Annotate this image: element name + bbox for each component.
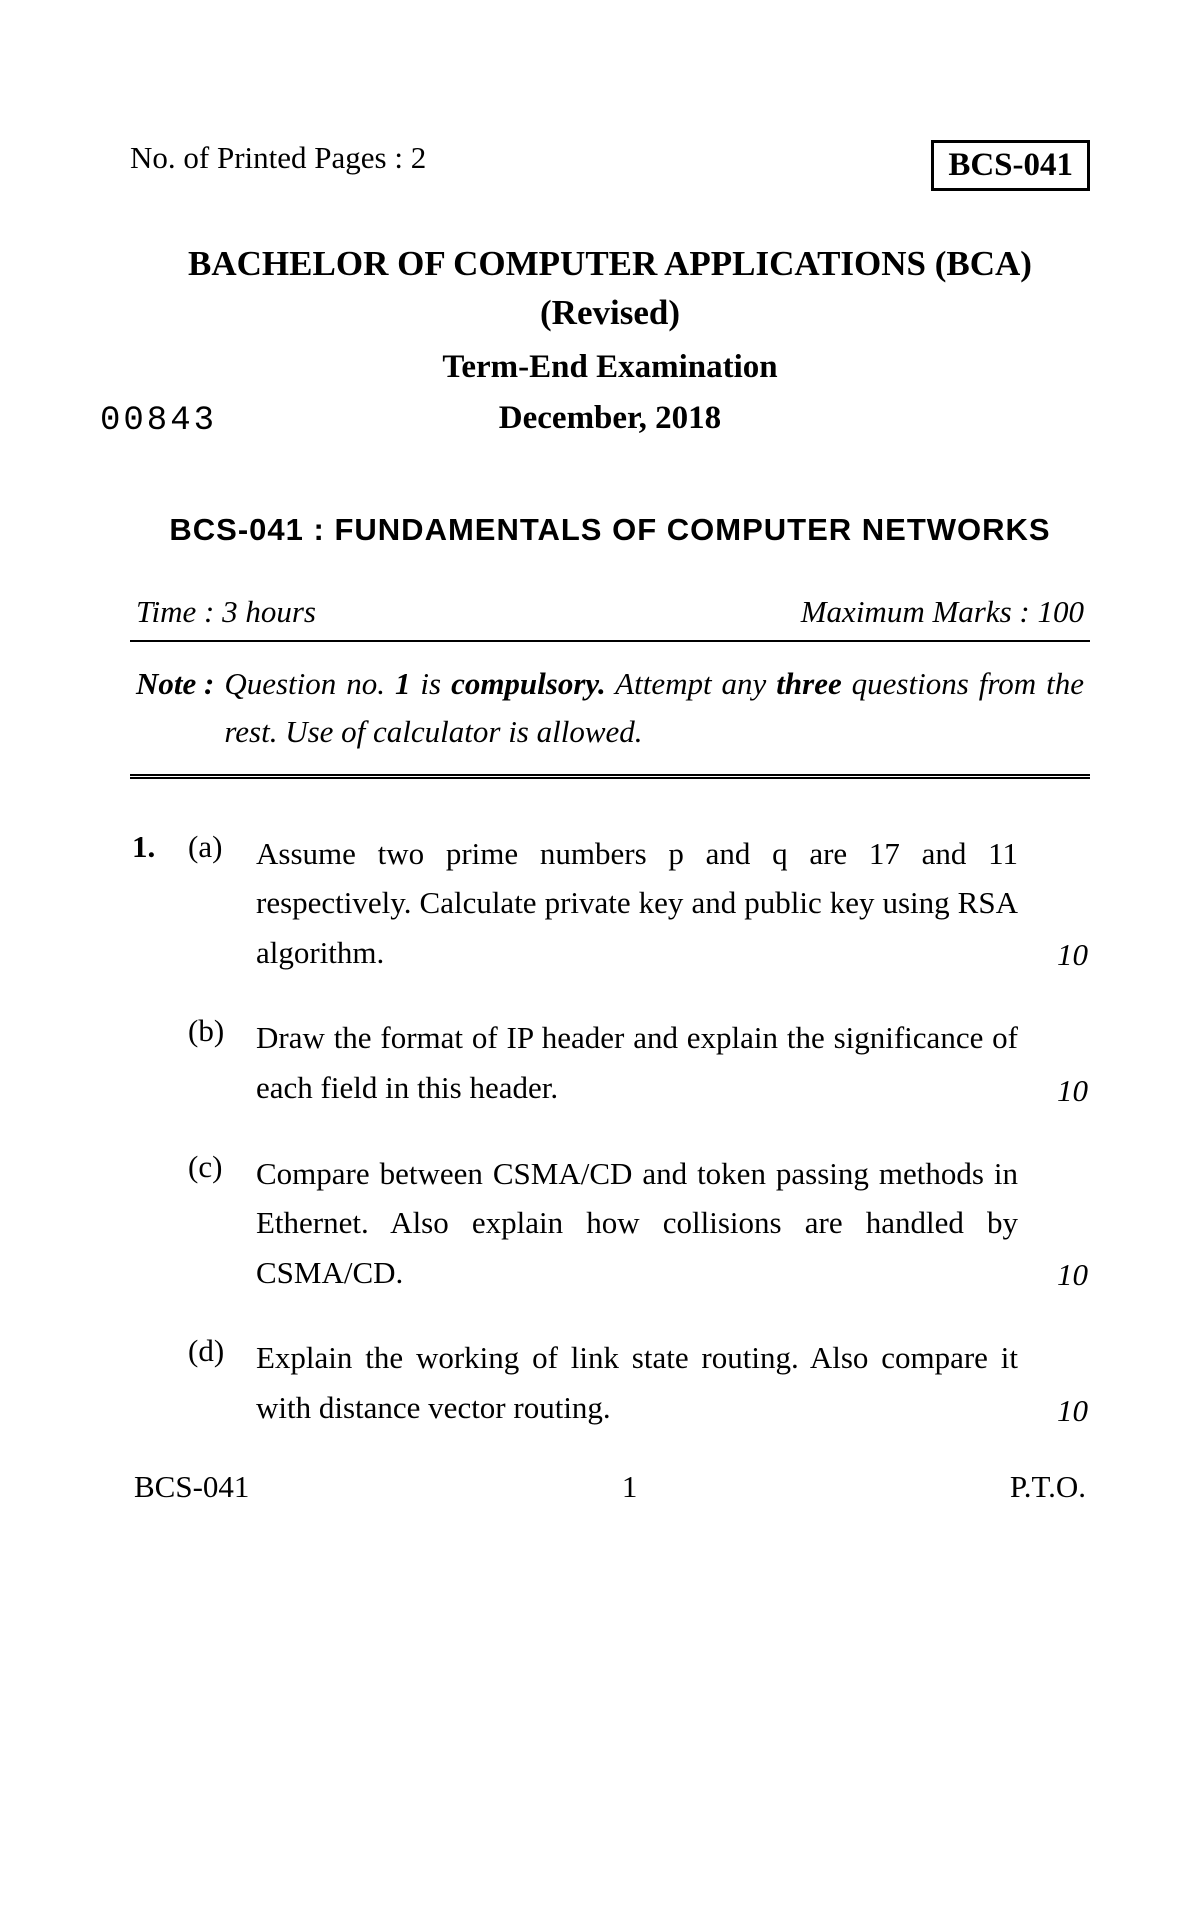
title-block: BACHELOR OF COMPUTER APPLICATIONS (BCA) … [130,239,1090,437]
program-title: BACHELOR OF COMPUTER APPLICATIONS (BCA) … [130,239,1090,337]
term-end-label: Term-End Examination [130,349,1090,386]
time-label: Time : 3 hours [136,594,316,630]
note-mid2: Attempt any [606,666,777,701]
subject-name: FUNDAMENTALS OF COMPUTER NETWORKS [334,512,1050,547]
note-compulsory: compulsory. [451,666,606,701]
note-mid: is [410,666,451,701]
note-qno: 1 [395,666,411,701]
max-marks-label: Maximum Marks : 100 [801,594,1084,630]
part-label: (b) [188,1013,256,1049]
note-pre: Question no. [224,666,395,701]
part-marks: 10 [1018,1257,1088,1297]
footer-pto: P.T.O. [1010,1469,1086,1505]
part-label: (d) [188,1333,256,1369]
question-part: (d) Explain the working of link state ro… [132,1333,1088,1432]
note-text: Question no. 1 is compulsory. Attempt an… [224,660,1084,756]
question-part: (b) Draw the format of IP header and exp… [132,1013,1088,1112]
footer-page-number: 1 [249,1469,1010,1505]
note-label: Note : [136,660,214,756]
paper-code-box: BCS-041 [931,140,1090,191]
part-marks: 10 [1018,937,1088,977]
footer-row: BCS-041 1 P.T.O. [130,1469,1090,1505]
part-label: (a) [188,829,256,865]
footer-code: BCS-041 [134,1469,249,1505]
printed-pages-label: No. of Printed Pages : 2 [130,140,426,176]
serial-stamp: 00843 [100,402,217,440]
part-text: Compare between CSMA/CD and token passin… [256,1149,1018,1298]
question-number: 1. [132,829,188,865]
header-row: No. of Printed Pages : 2 BCS-041 [130,140,1090,191]
question-part: (c) Compare between CSMA/CD and token pa… [132,1149,1088,1298]
part-text: Explain the working of link state routin… [256,1333,1018,1432]
exam-date: December, 2018 [130,400,1090,437]
question-part: 1. (a) Assume two prime numbers p and q … [132,829,1088,978]
part-marks: 10 [1018,1393,1088,1433]
part-text: Assume two prime numbers p and q are 17 … [256,829,1018,978]
meta-row: Time : 3 hours Maximum Marks : 100 [130,594,1090,630]
subject-block: BCS-041 : FUNDAMENTALS OF COMPUTER NETWO… [130,507,1090,554]
note-block: Note : Question no. 1 is compulsory. Att… [130,642,1090,774]
subject-code: BCS-041 : [169,512,324,547]
part-text: Draw the format of IP header and explain… [256,1013,1018,1112]
part-label: (c) [188,1149,256,1185]
part-marks: 10 [1018,1073,1088,1113]
note-three: three [776,666,841,701]
questions-section: 1. (a) Assume two prime numbers p and q … [130,829,1090,1433]
divider-double [130,774,1090,779]
